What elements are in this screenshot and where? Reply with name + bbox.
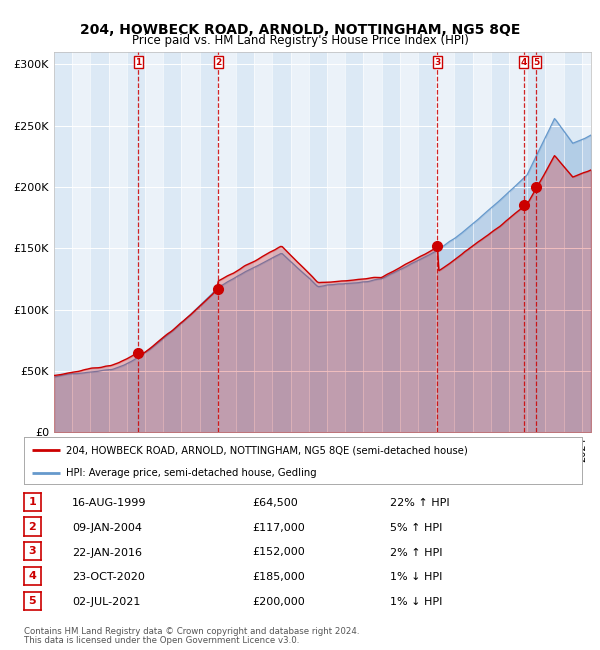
Bar bbox=[436, 52, 454, 432]
Text: 3: 3 bbox=[29, 546, 36, 556]
Text: 1% ↓ HPI: 1% ↓ HPI bbox=[390, 572, 442, 582]
Text: 5: 5 bbox=[533, 58, 539, 67]
Bar bbox=[218, 52, 236, 432]
Text: 3: 3 bbox=[434, 58, 440, 67]
Text: 1: 1 bbox=[135, 58, 141, 67]
Text: £152,000: £152,000 bbox=[252, 547, 305, 558]
Bar bbox=[327, 52, 345, 432]
Text: 5% ↑ HPI: 5% ↑ HPI bbox=[390, 523, 442, 533]
Text: 02-JUL-2021: 02-JUL-2021 bbox=[72, 597, 140, 607]
Text: 16-AUG-1999: 16-AUG-1999 bbox=[72, 498, 146, 508]
Text: 2: 2 bbox=[215, 58, 221, 67]
Bar bbox=[145, 52, 163, 432]
Bar bbox=[72, 52, 91, 432]
Text: 2: 2 bbox=[29, 521, 36, 532]
Text: This data is licensed under the Open Government Licence v3.0.: This data is licensed under the Open Gov… bbox=[24, 636, 299, 645]
Text: 1% ↓ HPI: 1% ↓ HPI bbox=[390, 597, 442, 607]
Text: HPI: Average price, semi-detached house, Gedling: HPI: Average price, semi-detached house,… bbox=[66, 467, 316, 478]
Text: £200,000: £200,000 bbox=[252, 597, 305, 607]
Text: 204, HOWBECK ROAD, ARNOLD, NOTTINGHAM, NG5 8QE: 204, HOWBECK ROAD, ARNOLD, NOTTINGHAM, N… bbox=[80, 23, 520, 37]
Text: 4: 4 bbox=[28, 571, 37, 581]
Text: 23-OCT-2020: 23-OCT-2020 bbox=[72, 572, 145, 582]
Bar bbox=[545, 52, 563, 432]
Bar bbox=[509, 52, 527, 432]
Text: 2% ↑ HPI: 2% ↑ HPI bbox=[390, 547, 443, 558]
Bar bbox=[400, 52, 418, 432]
Text: £185,000: £185,000 bbox=[252, 572, 305, 582]
Bar bbox=[364, 52, 382, 432]
Text: 22% ↑ HPI: 22% ↑ HPI bbox=[390, 498, 449, 508]
Text: 1: 1 bbox=[29, 497, 36, 507]
Text: Price paid vs. HM Land Registry's House Price Index (HPI): Price paid vs. HM Land Registry's House … bbox=[131, 34, 469, 47]
Bar bbox=[109, 52, 127, 432]
Text: Contains HM Land Registry data © Crown copyright and database right 2024.: Contains HM Land Registry data © Crown c… bbox=[24, 627, 359, 636]
Text: 204, HOWBECK ROAD, ARNOLD, NOTTINGHAM, NG5 8QE (semi-detached house): 204, HOWBECK ROAD, ARNOLD, NOTTINGHAM, N… bbox=[66, 445, 467, 455]
Text: £117,000: £117,000 bbox=[252, 523, 305, 533]
Text: 09-JAN-2004: 09-JAN-2004 bbox=[72, 523, 142, 533]
Bar bbox=[290, 52, 309, 432]
Text: £64,500: £64,500 bbox=[252, 498, 298, 508]
Text: 5: 5 bbox=[29, 595, 36, 606]
Bar bbox=[254, 52, 272, 432]
Bar bbox=[473, 52, 491, 432]
Bar bbox=[582, 52, 600, 432]
Text: 4: 4 bbox=[521, 58, 527, 67]
Bar bbox=[181, 52, 200, 432]
Text: 22-JAN-2016: 22-JAN-2016 bbox=[72, 547, 142, 558]
